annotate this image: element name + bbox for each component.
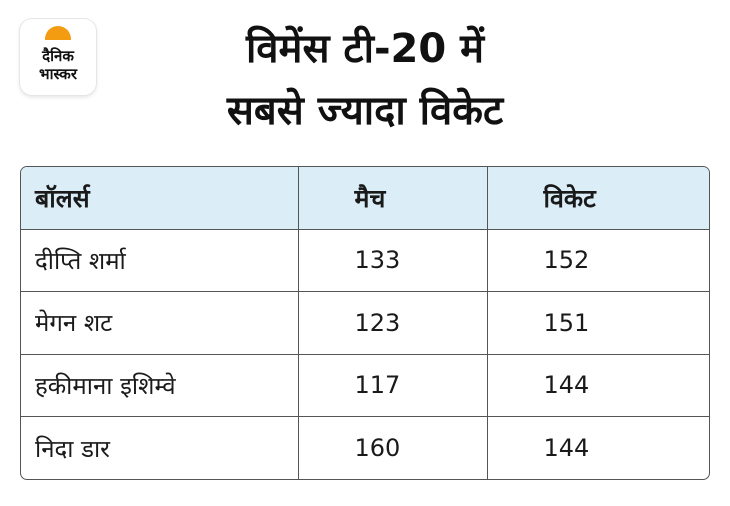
table-header-row: बॉलर्स मैच विकेट (21, 167, 709, 230)
matches-cell: 117 (298, 354, 488, 417)
wickets-cell: 144 (543, 434, 590, 462)
title-line2: सबसे ज्यादा विकेट (226, 88, 504, 134)
table-row: हकीमाना इशिम्वे 117 144 (21, 354, 709, 417)
bowler-name-cell: हकीमाना इशिम्वे (21, 354, 299, 417)
table-row: निदा डार 160 144 (21, 416, 709, 479)
wickets-cell: 144 (487, 354, 709, 417)
bowler-name-cell: दीप्ति शर्मा (21, 229, 299, 292)
page-title: विमेंस टी-20 में सबसे ज्यादा विकेट (110, 18, 620, 142)
sun-icon (45, 26, 71, 40)
wickets-cell: 152 (487, 229, 709, 292)
bowler-name-cell: मेगन शट (21, 291, 299, 355)
wickets-table: बॉलर्स मैच विकेट दीप्ति शर्मा 133 152 मे… (20, 166, 710, 480)
column-header-matches: मैच (298, 167, 488, 230)
bowler-name-cell: निदा डार (21, 416, 299, 479)
matches-cell: 160 (298, 416, 488, 479)
matches-cell: 123 (298, 291, 488, 355)
logo-text-line1: दैनिक (42, 47, 74, 65)
title-line1: विमेंस टी-20 में (245, 26, 485, 72)
column-header-bowlers: बॉलर्स (21, 167, 299, 230)
wickets-cell: 151 (487, 291, 709, 355)
table-row: दीप्ति शर्मा 133 152 (21, 229, 709, 292)
logo-text-line2: भास्कर (39, 65, 77, 83)
matches-cell: 133 (298, 229, 488, 292)
column-header-wickets: विकेट (487, 167, 709, 230)
table-row: मेगन शट 123 151 (21, 291, 709, 355)
dainik-bhaskar-logo: दैनिक भास्कर (20, 19, 96, 95)
